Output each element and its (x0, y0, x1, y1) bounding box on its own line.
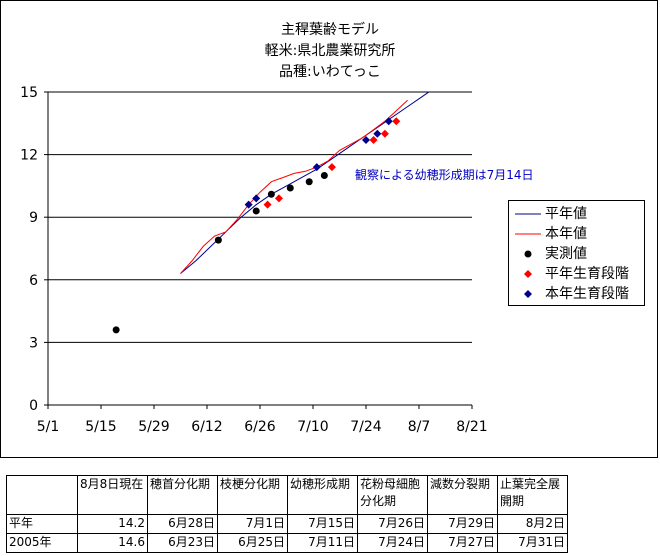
current-stage-point (312, 163, 321, 172)
table-row-label: 平年 (6, 514, 78, 534)
y-tick-label: 15 (20, 85, 38, 101)
normal-stage-point (369, 135, 378, 144)
chart-title-line-1: 主稈葉齢モデル (281, 22, 379, 38)
current-stage-point (373, 129, 382, 138)
normal-stage-point (263, 200, 272, 209)
x-tick-label: 8/21 (456, 419, 487, 435)
x-tick-label: 6/12 (191, 419, 222, 435)
measured-point (252, 207, 260, 215)
measured-point (112, 326, 120, 334)
legend-line-blue-icon (515, 213, 541, 215)
legend-diamond-red-icon (524, 270, 532, 278)
legend-item-normal-stage: 平年生育段階 (513, 264, 643, 284)
table-cell: 7月31日 (497, 533, 568, 553)
table-cell: 6月25日 (217, 533, 288, 553)
legend-label: 本年値 (545, 226, 587, 242)
x-tick-label: 7/10 (297, 419, 328, 435)
legend-item-current-line: 本年値 (513, 224, 643, 244)
legend-label: 実測値 (545, 246, 587, 262)
y-tick-label: 3 (29, 335, 38, 351)
table-row: 2005年 14.6 6月23日 6月25日 7月11日 7月24日 7月27日… (6, 533, 568, 553)
current-stage-point (244, 200, 253, 209)
table-header-cell: 穂首分化期 (147, 475, 218, 515)
table-cell: 14.6 (77, 533, 148, 553)
table-header-row: 8月8日現在 穂首分化期 枝梗分化期 幼穂形成期 花粉母細胞分化期 減数分裂期 … (6, 475, 568, 515)
legend-label: 本年生育段階 (545, 286, 629, 302)
table-header-cell: 8月8日現在 (77, 475, 148, 515)
table-header-cell: 減数分裂期 (427, 475, 498, 515)
table-cell: 7月15日 (287, 514, 358, 534)
current-stage-point (252, 194, 261, 203)
current-stage-point (384, 117, 393, 126)
x-tick-label: 5/1 (37, 419, 60, 435)
table-cell: 14.2 (77, 514, 148, 534)
table-header-cell: 花粉母細胞分化期 (357, 475, 428, 515)
annotation-note: 観察による幼穂形成期は7月14日 (355, 168, 534, 182)
current-stage-point (362, 135, 370, 144)
measured-point (305, 178, 313, 186)
table-cell: 7月27日 (427, 533, 498, 553)
series-line-normal-year (180, 92, 430, 274)
x-tick-label: 8/7 (408, 419, 431, 435)
table-cell: 6月28日 (147, 514, 218, 534)
legend-label: 平年生育段階 (545, 266, 629, 282)
table-cell: 7月24日 (357, 533, 428, 553)
legend-label: 平年値 (545, 206, 587, 222)
series-line-current-year (180, 99, 408, 274)
normal-stage-point (392, 117, 401, 126)
normal-stage-point (327, 163, 336, 172)
measured-point (320, 171, 328, 179)
legend-item-measured: 実測値 (513, 244, 643, 264)
table-header-cell: 枝梗分化期 (217, 475, 288, 515)
x-tick-label: 5/29 (138, 419, 169, 435)
legend-diamond-blue-icon (524, 290, 532, 298)
table-cell: 7月1日 (217, 514, 288, 534)
table-cell: 7月29日 (427, 514, 498, 534)
x-tick-label: 5/15 (85, 419, 116, 435)
legend-circle-icon (524, 250, 532, 258)
legend-item-current-stage: 本年生育段階 (513, 284, 643, 304)
x-tick-label: 6/26 (244, 419, 276, 435)
chart-frame (0, 0, 658, 458)
table-cell: 8月2日 (497, 514, 568, 534)
leaf-age-chart: 0 3 6 9 12 15 5/1 5/15 5/29 6/12 6/26 7/10 7/24 8/7 8/… (20, 85, 488, 435)
normal-stage-point (274, 194, 283, 203)
chart-title-line-3: 品種:いわてっこ (279, 64, 381, 80)
table-row-label: 2005年 (6, 533, 78, 553)
legend-item-normal-line: 平年値 (513, 204, 643, 224)
y-tick-label: 0 (29, 398, 38, 414)
measured-point (286, 184, 294, 192)
table-header-cell: 幼穂形成期 (287, 475, 358, 515)
y-tick-label: 6 (29, 273, 38, 289)
growth-stage-table: 8月8日現在 穂首分化期 枝梗分化期 幼穂形成期 花粉母細胞分化期 減数分裂期 … (6, 475, 568, 553)
table-cell: 7月26日 (357, 514, 428, 534)
table-cell: 7月11日 (287, 533, 358, 553)
y-tick-label: 9 (29, 210, 38, 226)
measured-point (214, 236, 222, 244)
table-cell: 6月23日 (147, 533, 218, 553)
legend-line-red-icon (515, 233, 541, 235)
table-header-cell: 止葉完全展開期 (497, 475, 568, 515)
normal-stage-point (380, 129, 389, 138)
legend: 平年値 本年値 実測値 平年生育段階 本年生育段階 (508, 200, 645, 306)
y-tick-label: 12 (20, 148, 38, 164)
table-header-cell (6, 475, 78, 515)
table-row: 平年 14.2 6月28日 7月1日 7月15日 7月26日 7月29日 8月2… (6, 514, 568, 534)
measured-point (267, 190, 275, 198)
chart-title-line-2: 軽米:県北農業研究所 (264, 43, 396, 59)
x-tick-label: 7/24 (350, 419, 382, 435)
